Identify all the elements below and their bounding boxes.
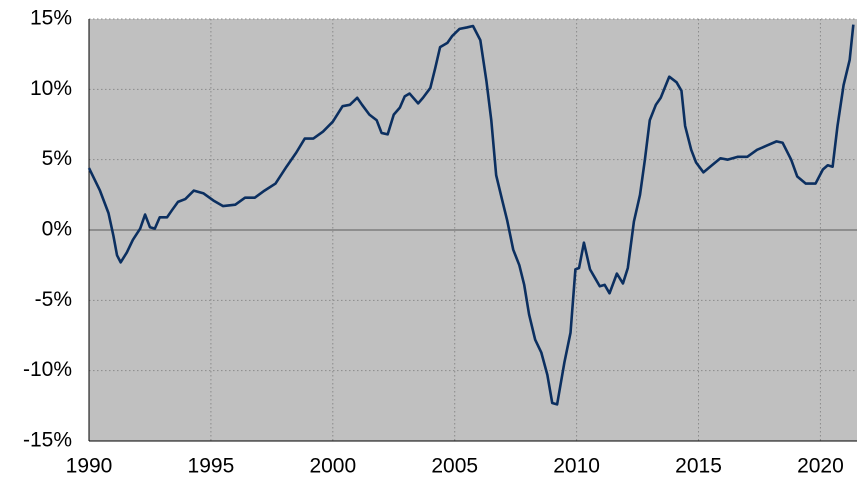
x-tick-label: 2005 — [431, 455, 478, 478]
line — [87, 24, 855, 406]
y-tick-label: 0% — [42, 218, 72, 241]
y-tick-label: 15% — [30, 7, 72, 30]
y-tick-label: 10% — [30, 77, 72, 100]
y-tick-label: -10% — [23, 358, 72, 381]
y-tick-label: -15% — [23, 429, 72, 452]
x-tick-label: 2010 — [553, 455, 600, 478]
x-tick-label: 1995 — [188, 455, 235, 478]
x-tick-label: 2000 — [309, 455, 356, 478]
x-tick-label: 2020 — [797, 455, 844, 478]
x-tick-label: 2015 — [675, 455, 722, 478]
y-tick-label: -5% — [35, 288, 72, 311]
y-tick-label: 5% — [42, 147, 72, 170]
x-tick-label: 1990 — [66, 455, 113, 478]
